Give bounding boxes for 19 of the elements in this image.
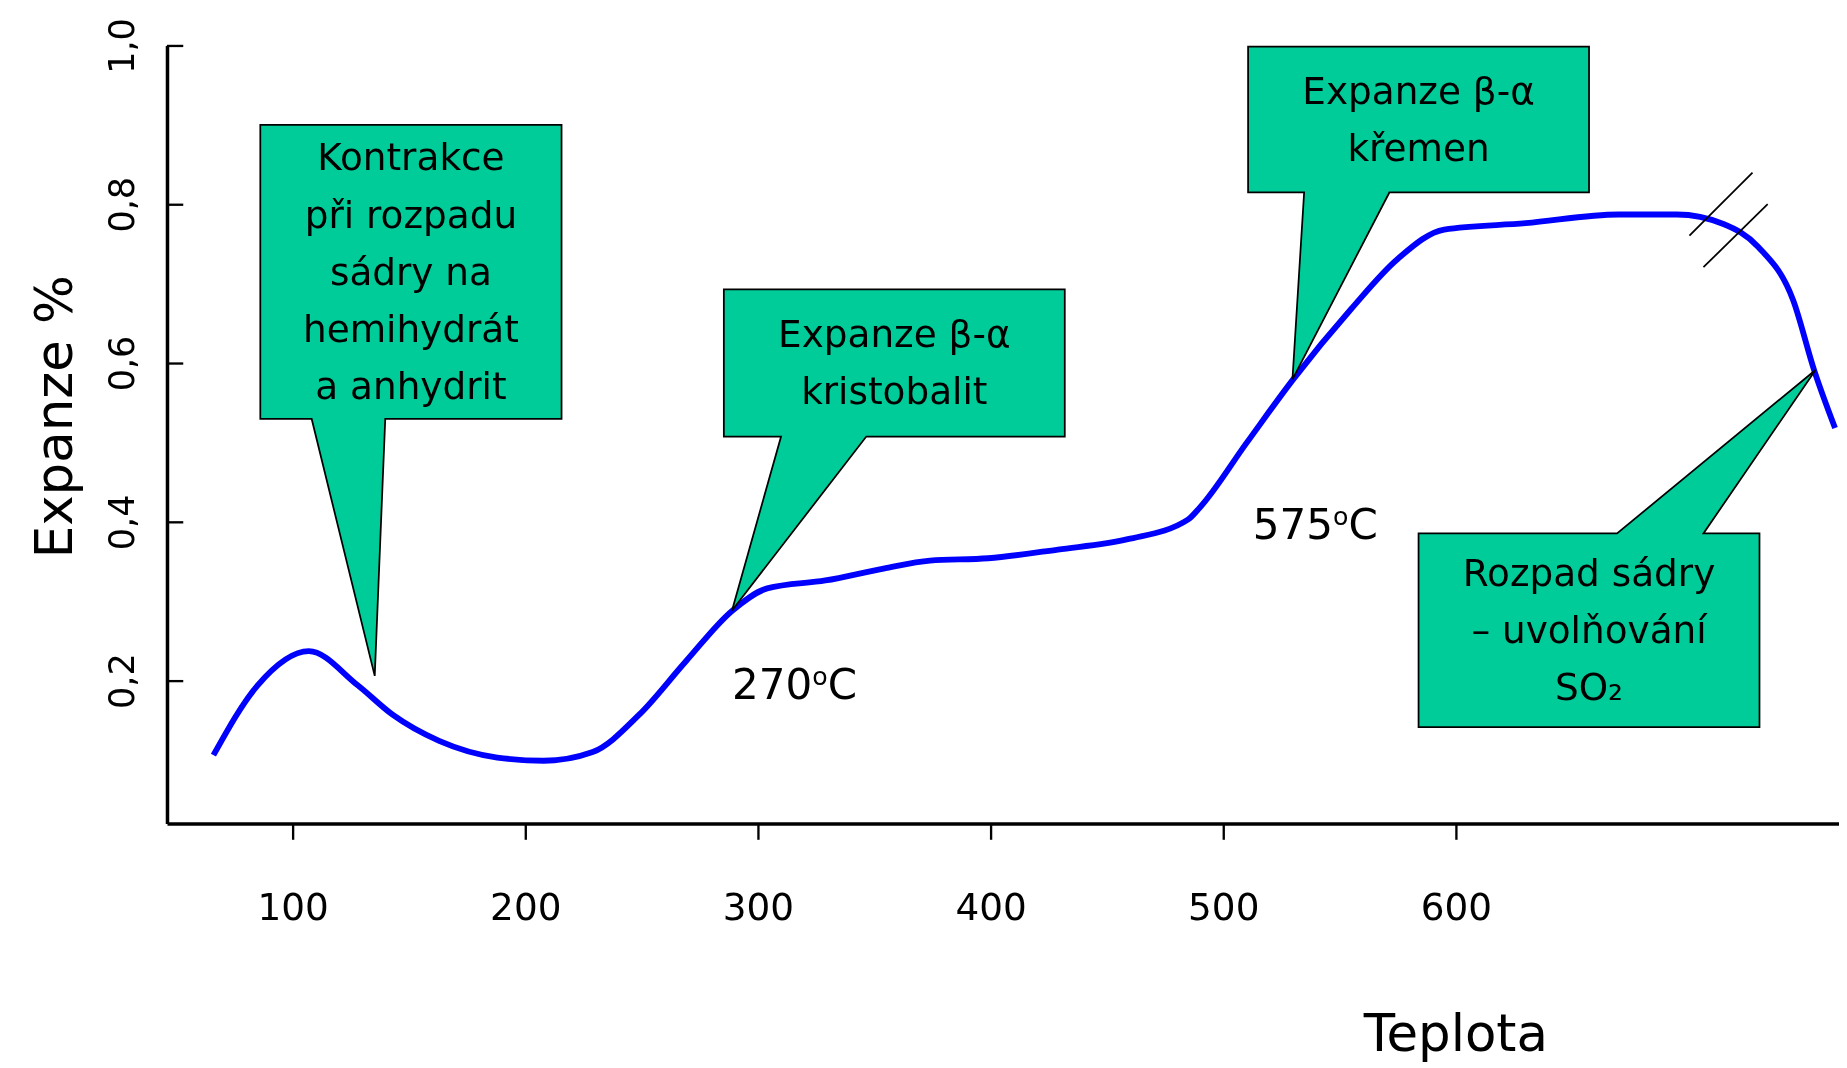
annotation: Rozpad sádry – uvolňování SO₂ (1462, 550, 1716, 710)
x-axis-title: Teplota (1362, 1002, 1548, 1063)
x-tick-label: 500 (1188, 885, 1260, 930)
y-tick-label: 0,2 (101, 653, 143, 709)
annotation: 270$^{o}$C (732, 660, 857, 710)
y-tick-label: 1,0 (101, 18, 143, 74)
y-tick-label: 0,8 (101, 176, 143, 233)
x-tick-label: 400 (955, 885, 1027, 930)
y-tick-label: 0,4 (101, 494, 143, 551)
y-axis-title: Expanze % (24, 275, 85, 559)
annotation: Kontrakce při rozpadu sádry na hemihydrát a anhydrit (303, 135, 519, 409)
x-tick-label: 300 (722, 885, 795, 930)
y-tick-label: 0,6 (101, 335, 143, 392)
annotation: 575$^{o}$C (1252, 500, 1378, 550)
x-tick-label: 100 (257, 885, 329, 930)
annotation: Expanze β-α křemen (1302, 68, 1535, 170)
x-tick-label: 600 (1420, 885, 1493, 930)
x-tick-label: 200 (490, 885, 562, 930)
annotation: Expanze β-α kristobalit (778, 312, 1011, 414)
